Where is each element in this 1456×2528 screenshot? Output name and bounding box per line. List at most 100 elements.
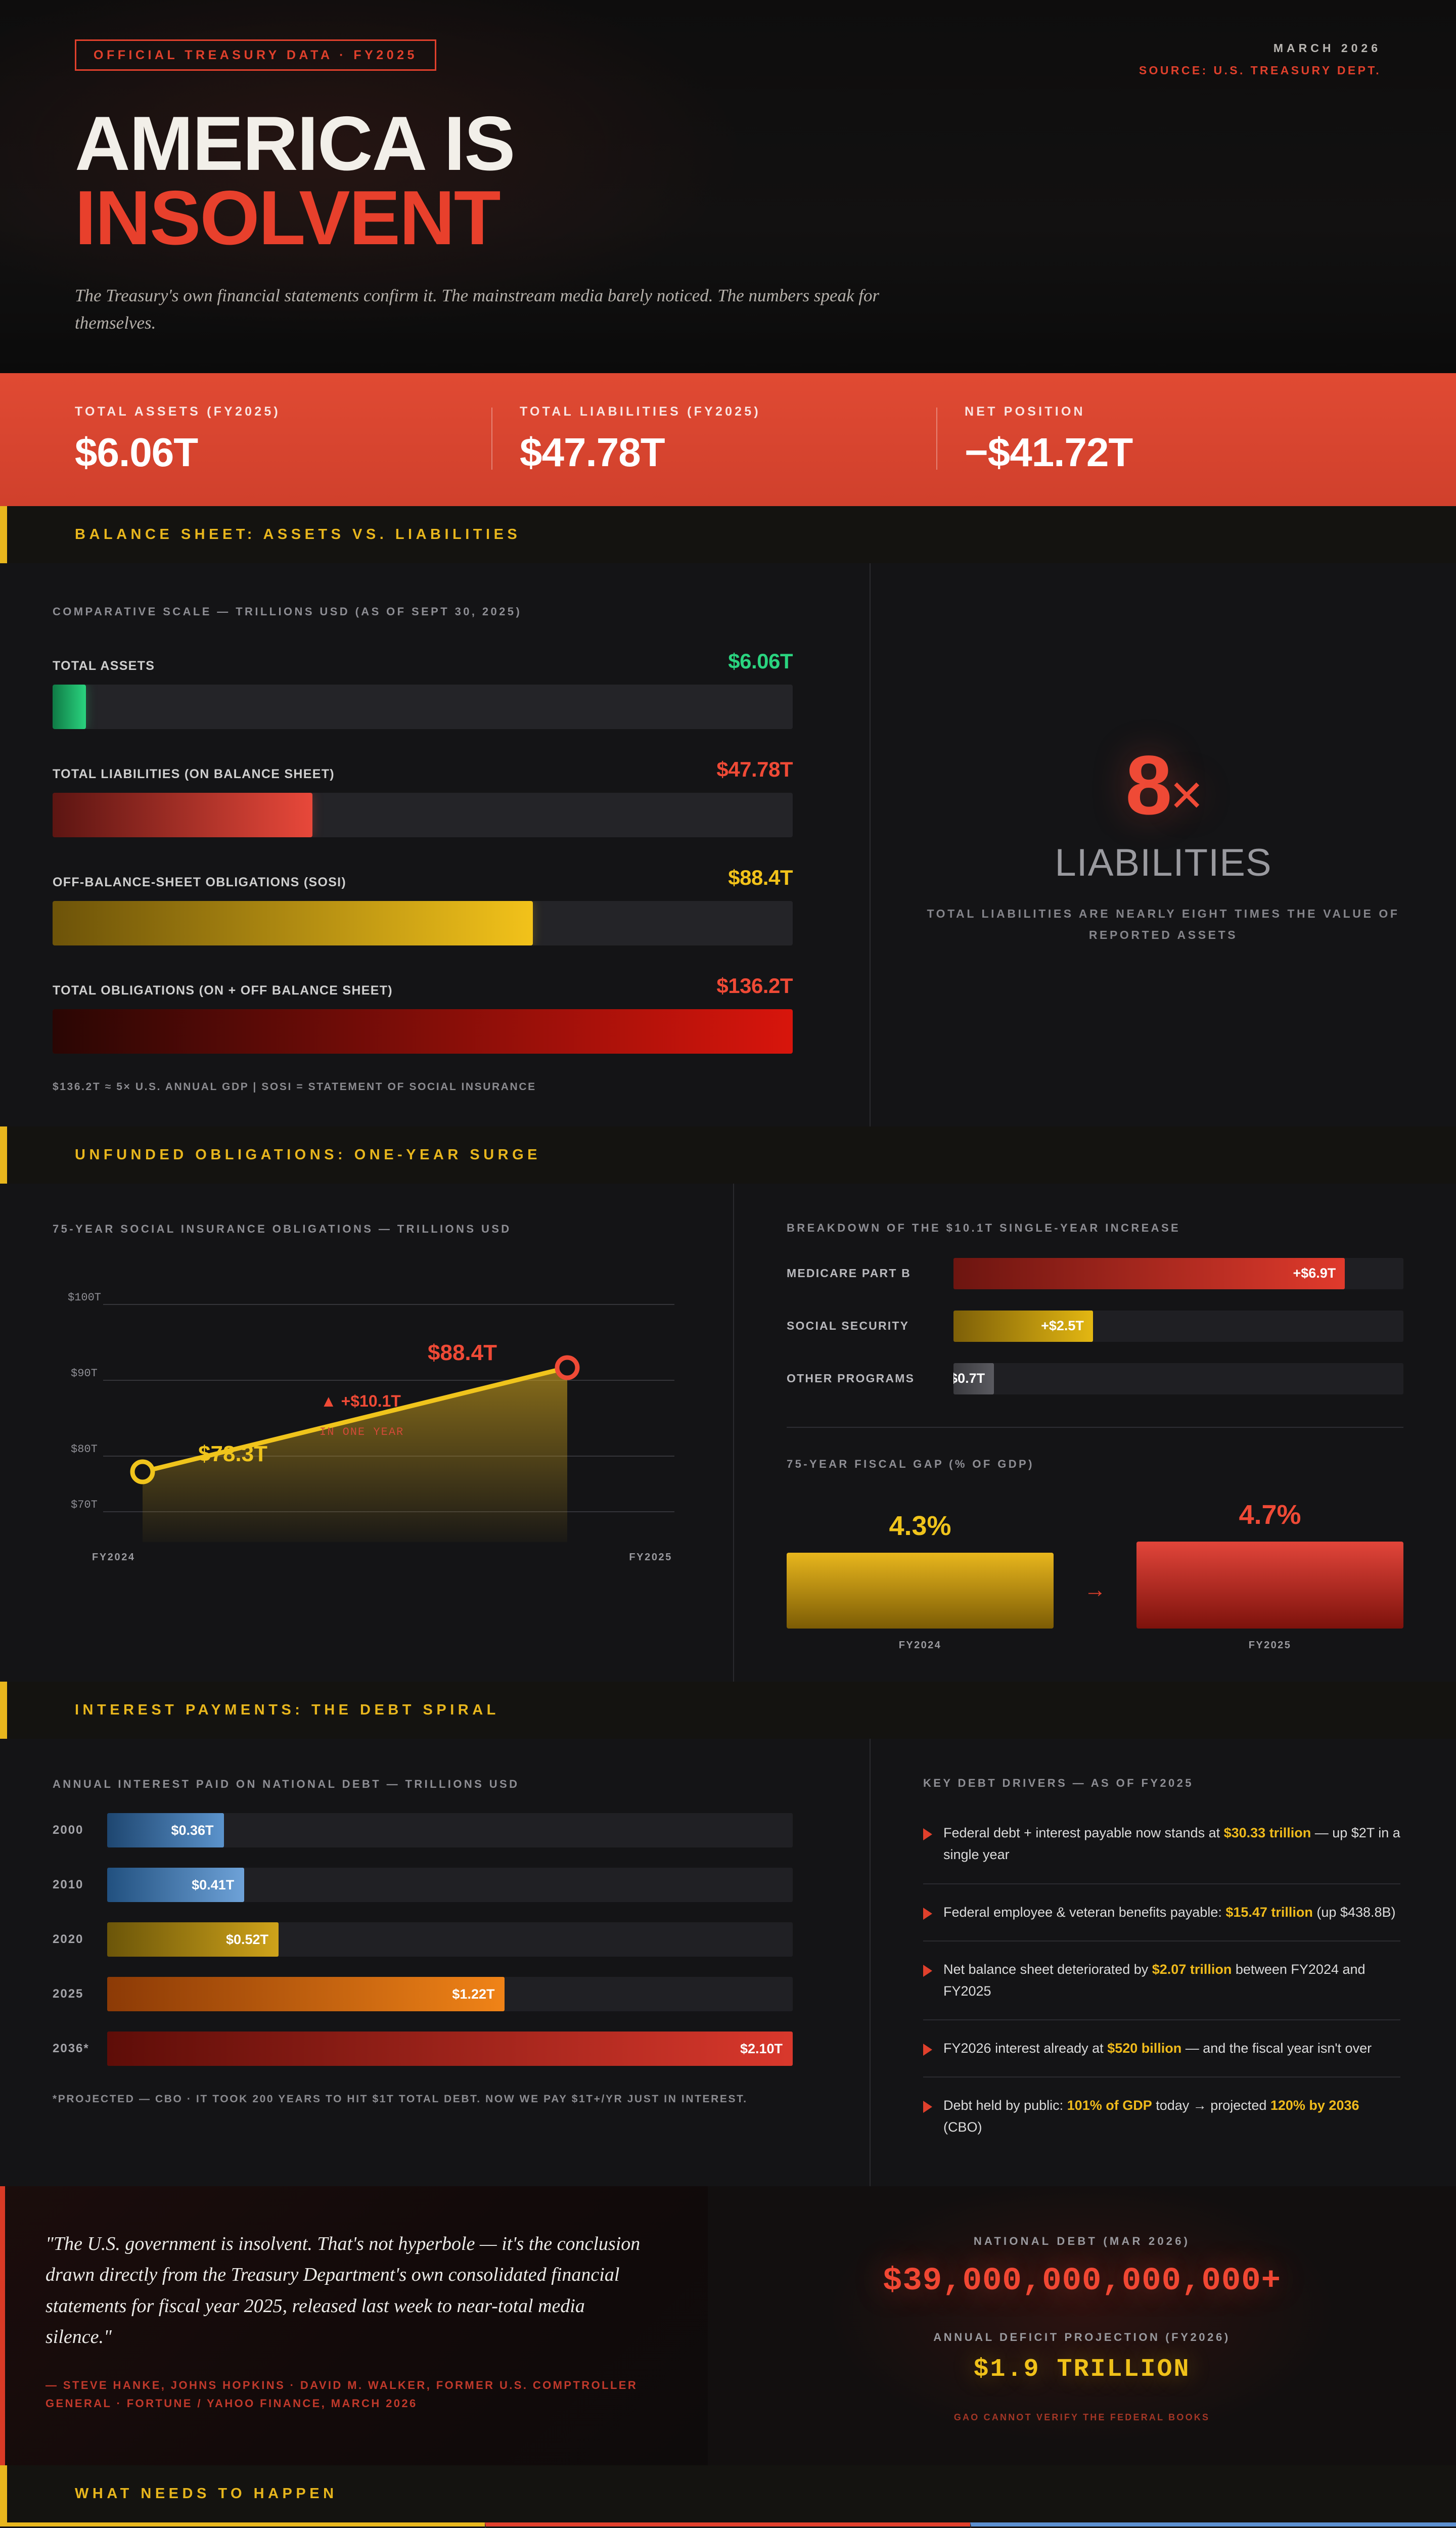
unfunded-panel: 75-YEAR SOCIAL INSURANCE OBLIGATIONS — T… [0, 1183, 1456, 1682]
breakdown-track: +$0.7T [953, 1363, 1403, 1394]
bar-fill [53, 1009, 793, 1054]
list-item: Debt held by public: 101% of GDP today →… [923, 2078, 1400, 2155]
bar-fill [53, 792, 312, 837]
kpi-total-liabilities: TOTAL LIABILITIES (FY2025) $47.78T [491, 404, 936, 473]
deficit-caption: ANNUAL DEFICIT PROJECTION (FY2026) [933, 2330, 1231, 2343]
interest-track: $2.10T [107, 2032, 793, 2066]
svg-text:$80T: $80T [71, 1443, 98, 1456]
svg-text:$100T: $100T [68, 1291, 101, 1304]
list-item: Federal debt + interest payable now stan… [923, 1805, 1400, 1884]
driver-text: Net balance sheet deteriorated by $2.07 … [943, 1961, 1366, 1999]
interest-chart-title: ANNUAL INTEREST PAID ON NATIONAL DEBT — … [53, 1777, 520, 1790]
breakdown-fill: +$2.5T [953, 1310, 1093, 1342]
breakdown-label: SOCIAL SECURITY [787, 1319, 909, 1333]
page-title: AMERICA IS INSOLVENT [75, 105, 1381, 261]
driver-text: Federal debt + interest payable now stan… [943, 1825, 1400, 1863]
driver-text: Federal employee & veteran benefits paya… [943, 1904, 1396, 1920]
breakdown-fill: +$6.9T [953, 1257, 1345, 1289]
interest-panel: ANNUAL INTEREST PAID ON NATIONAL DEBT — … [0, 1738, 1456, 2186]
official-data-badge: OFFICIAL TREASURY DATA · FY2025 [75, 39, 436, 71]
bar-track [53, 684, 793, 729]
gap-bar [787, 1552, 1054, 1629]
interest-fill: $2.10T [107, 2032, 793, 2066]
svg-text:$90T: $90T [71, 1367, 98, 1380]
section-title: INTEREST PAYMENTS: THE DEBT SPIRAL [75, 1701, 499, 1718]
drivers-title: KEY DEBT DRIVERS — AS OF FY2025 [923, 1776, 1194, 1789]
bar-track [53, 1009, 793, 1054]
hero-source-line: SOURCE: U.S. TREASURY DEPT. [1139, 64, 1381, 77]
gap-caption: FY2025 [1248, 1639, 1292, 1651]
svg-text:$88.4T: $88.4T [428, 1340, 497, 1365]
breakdown-track: +$2.5T [953, 1310, 1403, 1342]
breakdown-row-medicare: MEDICARE PART B +$6.9T [787, 1257, 1403, 1289]
driver-text: FY2026 interest already at $520 billion … [943, 2041, 1372, 2056]
liabilities-multiple-callout: 8× LIABILITIES TOTAL LIABILITIES ARE NEA… [871, 563, 1456, 1126]
kpi-value: $6.06T [75, 430, 198, 475]
balance-footnote: $136.2T ≈ 5× U.S. ANNUAL GDP | SOSI = ST… [53, 1080, 536, 1093]
bar-fill [53, 900, 533, 945]
gap-caption: FY2024 [898, 1639, 942, 1651]
bar-value: $47.78T [716, 757, 793, 781]
triangle-bullet-icon [923, 1964, 932, 1977]
headline-line-2: INSOLVENT [75, 175, 501, 261]
breakdown-fill: +$0.7T [953, 1363, 994, 1394]
bar-track [53, 900, 793, 945]
pull-quote: "The U.S. government is insolvent. That'… [0, 2186, 708, 2465]
driver-text: Debt held by public: 101% of GDP today →… [943, 2098, 1359, 2135]
liabilities-callout-column: 8× LIABILITIES TOTAL LIABILITIES ARE NEA… [870, 563, 1456, 1126]
step-card-reform: STEP 2 — REFORM Call an Article V Conven… [484, 2522, 971, 2528]
hero-section: OFFICIAL TREASURY DATA · FY2025 MARCH 20… [0, 0, 1456, 373]
debt-drivers-column: KEY DEBT DRIVERS — AS OF FY2025 Federal … [870, 1738, 1456, 2186]
bar-off-balance-sheet: OFF-BALANCE-SHEET OBLIGATIONS (SOSI) $88… [53, 866, 793, 945]
debt-number: $39,000,000,000,000+ [882, 2263, 1282, 2299]
kpi-label: TOTAL ASSETS (FY2025) [75, 404, 281, 419]
callout-number-row: 8× [1125, 743, 1203, 828]
social-insurance-chart-column: 75-YEAR SOCIAL INSURANCE OBLIGATIONS — T… [0, 1184, 733, 1682]
deficit-number: $1.9 TRILLION [973, 2355, 1191, 2384]
interest-row-2036: 2036* $2.10T [53, 2032, 793, 2066]
kpi-net-position: NET POSITION −$41.72T [936, 404, 1381, 473]
interest-row-2000: 2000 $0.36T [53, 1813, 793, 1848]
fiscal-gap-title: 75-YEAR FISCAL GAP (% OF GDP) [787, 1457, 1034, 1470]
bar-label: TOTAL ASSETS [53, 658, 155, 673]
kpi-label: TOTAL LIABILITIES (FY2025) [520, 404, 761, 419]
kpi-value: −$41.72T [965, 430, 1133, 475]
breakdown-row-other-programs: OTHER PROGRAMS +$0.7T [787, 1363, 1403, 1394]
interest-fill: $0.52T [107, 1922, 279, 1957]
gap-bar [1136, 1541, 1403, 1629]
step-card-transparency: STEP 1 — TRANSPARENCY Pass the Fiscal Co… [0, 2522, 485, 2528]
bar-value: $6.06T [728, 649, 793, 673]
section-header-unfunded: UNFUNDED OBLIGATIONS: ONE-YEAR SURGE [0, 1126, 1456, 1184]
quote-attribution: — STEVE HANKE, JOHNS HOPKINS · DAVID M. … [46, 2378, 638, 2410]
interest-track: $1.22T [107, 1977, 793, 2012]
bar-label: TOTAL OBLIGATIONS (ON + OFF BALANCE SHEE… [53, 983, 393, 998]
line-chart: $100T $90T $80T $70T $78.3T [53, 1259, 693, 1545]
kpi-total-assets: TOTAL ASSETS (FY2025) $6.06T [75, 404, 491, 473]
bar-total-assets: TOTAL ASSETS $6.06T [53, 649, 793, 729]
bar-label: TOTAL LIABILITIES (ON BALANCE SHEET) [53, 766, 335, 781]
interest-row-2010: 2010 $0.41T [53, 1868, 793, 1903]
interest-year: 2036* [53, 2042, 89, 2056]
debt-caption: NATIONAL DEBT (MAR 2026) [973, 2234, 1191, 2247]
breakdown-track: +$6.9T [953, 1257, 1403, 1289]
hero-top-row: OFFICIAL TREASURY DATA · FY2025 MARCH 20… [75, 39, 1381, 77]
bar-value: $88.4T [728, 865, 793, 889]
gap-value: 4.7% [1239, 1499, 1301, 1530]
svg-text:▲ +$10.1T: ▲ +$10.1T [321, 1392, 401, 1410]
step-card-reality: THE REALITY Congress has shown no will t… [970, 2522, 1456, 2528]
interest-year: 2020 [53, 1932, 84, 1947]
breakdown-column: BREAKDOWN OF THE $10.1T SINGLE-YEAR INCR… [733, 1183, 1456, 1682]
line-chart-svg: $100T $90T $80T $70T $78.3T [68, 1291, 674, 1542]
balance-subtitle: COMPARATIVE SCALE — TRILLIONS USD (AS OF… [53, 605, 522, 618]
bar-fill [53, 684, 86, 729]
callout-word: LIABILITIES [1055, 841, 1272, 884]
triangle-bullet-icon [923, 1907, 932, 1920]
kpi-label: NET POSITION [965, 404, 1085, 419]
national-debt-box: NATIONAL DEBT (MAR 2026) $39,000,000,000… [708, 2186, 1456, 2465]
arrow-right-icon: → [1084, 1577, 1106, 1602]
svg-text:$78.3T: $78.3T [198, 1441, 267, 1466]
fiscal-gap-col-fy2025: 4.7% FY2025 [1136, 1499, 1403, 1651]
bar-track [53, 792, 793, 837]
debt-drivers-list: Federal debt + interest payable now stan… [923, 1805, 1400, 2156]
